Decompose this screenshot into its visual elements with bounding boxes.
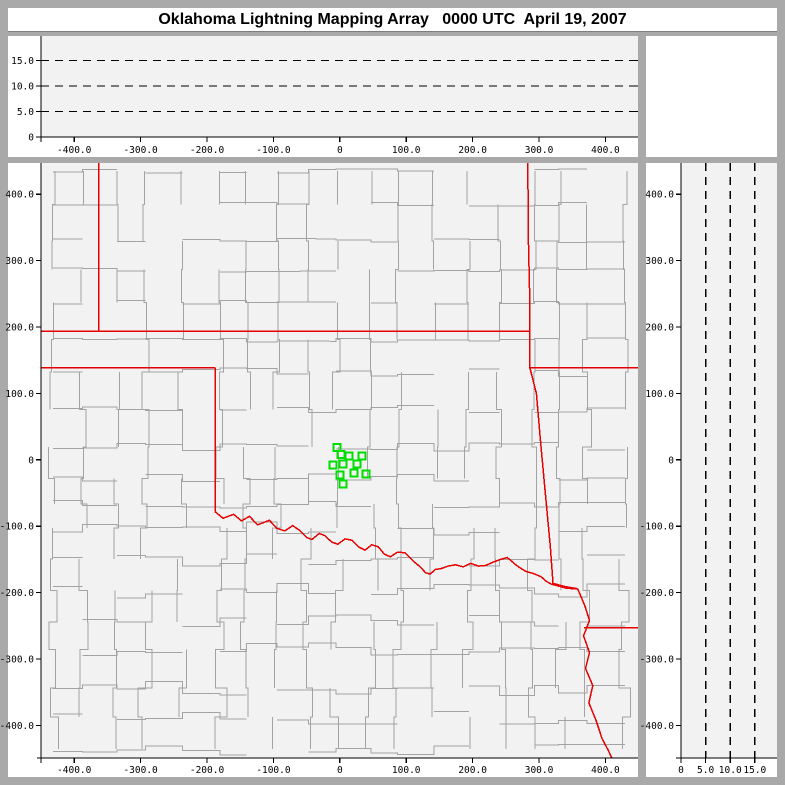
tick-label: -300.0 [123, 145, 158, 156]
tick-label: -100.0 [0, 522, 34, 533]
tick-label: 200.0 [5, 323, 34, 334]
red-river-border [214, 511, 578, 590]
tick-label: 300.0 [525, 145, 554, 156]
tick-label: -400.0 [57, 145, 92, 156]
tick-label: -400.0 [0, 721, 34, 732]
tick-label: 100.0 [5, 389, 34, 400]
south-river-border [576, 588, 613, 758]
tick-label: 400.0 [591, 765, 620, 776]
tick-label: 200.0 [458, 765, 487, 776]
tick-label: 15.0 [743, 765, 766, 776]
lma-station-marker [349, 468, 359, 478]
lma-station-marker [338, 459, 348, 469]
tick-label: 5.0 [17, 107, 34, 118]
tick-label: 300.0 [525, 765, 554, 776]
tick-label: -300.0 [123, 765, 158, 776]
tick-label: -200.0 [190, 765, 225, 776]
lma-station-marker [352, 459, 362, 469]
tick-label: 15.0 [11, 56, 34, 67]
lma-station-marker [328, 460, 338, 470]
dashed-gridlines [41, 59, 756, 758]
altitude-ns-plot-area[interactable] [681, 163, 777, 758]
tick-label: 5.0 [697, 765, 714, 776]
southeast-slant-border [529, 367, 578, 590]
tick-label: -200.0 [640, 588, 675, 599]
tick-label: 100.0 [392, 145, 421, 156]
tick-label: -200.0 [190, 145, 225, 156]
axes [36, 36, 777, 763]
tick-label: -400.0 [57, 765, 92, 776]
tick-label: 0 [678, 765, 684, 776]
tick-label: -200.0 [0, 588, 34, 599]
lma-station-marker [335, 470, 345, 480]
tick-label: 300.0 [5, 256, 34, 267]
lma-station-marker [361, 469, 371, 479]
tick-label: -300.0 [640, 655, 675, 666]
tick-label: 0 [28, 455, 34, 466]
lma-station-marker [357, 451, 367, 461]
tick-label: 200.0 [458, 145, 487, 156]
tick-label: 300.0 [645, 256, 674, 267]
axis-labels: 05.010.015.0-400.0 -300.0 -200.0 -100.0 0 100… [0, 56, 767, 776]
tick-label: -100.0 [256, 765, 291, 776]
tick-label: 0 [337, 765, 343, 776]
tick-label: 400.0 [5, 190, 34, 201]
state-boundaries [41, 163, 638, 758]
tick-label: 0 [337, 145, 343, 156]
tick-label: 100.0 [392, 765, 421, 776]
tick-label: -300.0 [0, 655, 34, 666]
tick-label: -400.0 [640, 721, 675, 732]
tick-label: 100.0 [645, 389, 674, 400]
tick-label: -100.0 [640, 522, 675, 533]
tick-label: -100.0 [256, 145, 291, 156]
tick-label: 400.0 [591, 145, 620, 156]
page-title: Oklahoma Lightning Mapping Array 0000 UT… [8, 8, 777, 32]
tick-label: 200.0 [645, 323, 674, 334]
corner-box [646, 36, 777, 157]
county-boundaries [47, 168, 632, 756]
east-vertical-border [527, 163, 531, 368]
lma-station-marker [344, 451, 354, 461]
tick-label: 10.0 [719, 765, 742, 776]
tick-label: 0 [668, 455, 674, 466]
lma-station-marker [336, 449, 346, 459]
tick-label: 10.0 [11, 81, 34, 92]
lma-stations [328, 443, 371, 489]
lma-station-marker [338, 479, 348, 489]
tick-label: 0 [28, 133, 34, 144]
tick-label: 400.0 [645, 190, 674, 201]
